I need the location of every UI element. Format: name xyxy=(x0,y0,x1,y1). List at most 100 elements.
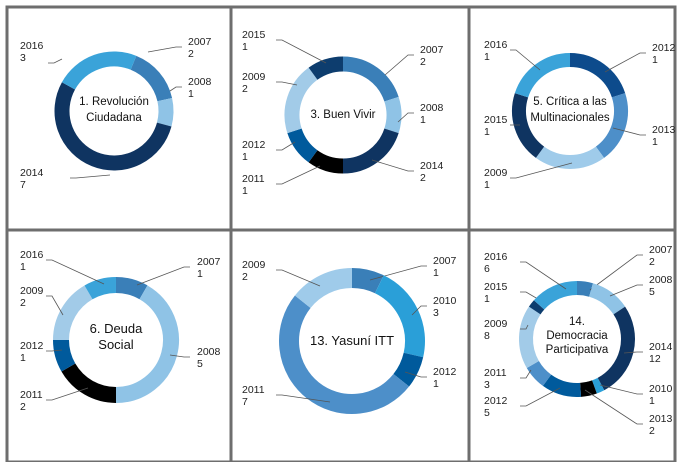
leader-line xyxy=(48,58,63,64)
donut-slice-2011 xyxy=(308,149,344,174)
donut-slice-2015 xyxy=(512,93,545,158)
slice-label-value: 5 xyxy=(649,286,655,298)
donut-slice-2016 xyxy=(61,51,137,90)
slice-label-value: 2 xyxy=(420,172,426,184)
donut-slice-2014 xyxy=(342,128,399,174)
leader-line xyxy=(46,259,105,285)
donut-slice-2009 xyxy=(294,268,353,309)
slice-label-value: 5 xyxy=(197,358,203,370)
leader-line xyxy=(584,389,643,425)
donut-slice-2009 xyxy=(535,146,605,169)
slice-label-value: 1 xyxy=(484,51,490,63)
chart-title: Participativa xyxy=(546,344,609,356)
slice-label-year: 2010 xyxy=(649,383,673,395)
slice-label-year: 2007 xyxy=(420,44,444,56)
slice-label-value: 2 xyxy=(242,83,248,95)
leader-line xyxy=(612,127,646,136)
slice-label-year: 2007 xyxy=(197,256,221,268)
donut-slice-2015 xyxy=(308,56,344,81)
leader-line xyxy=(520,261,567,290)
slice-label-value: 2 xyxy=(20,297,26,309)
slice-label-value: 2 xyxy=(649,256,655,268)
donut-slice-2013 xyxy=(595,93,628,158)
slice-label-value: 2 xyxy=(242,271,248,283)
leader-line xyxy=(147,46,182,53)
leader-line xyxy=(397,112,414,123)
slice-label-value: 5 xyxy=(484,407,490,419)
slice-label-value: 1 xyxy=(242,41,248,53)
slice-label-year: 2011 xyxy=(242,384,265,396)
donut-slice-2010 xyxy=(374,275,425,358)
slice-label-year: 2015 xyxy=(484,114,508,126)
leader-line xyxy=(510,162,573,179)
slice-label-year: 2015 xyxy=(484,281,508,293)
leader-line xyxy=(404,371,427,378)
slice-label-value: 1 xyxy=(649,395,655,407)
chart-panel-frame xyxy=(229,5,471,232)
slice-label-year: 2009 xyxy=(242,259,266,271)
donut-chart-6: 2007220085201412201012013220125201132009… xyxy=(484,244,673,437)
slice-label-year: 2014 xyxy=(420,160,444,172)
slice-label-value: 2 xyxy=(649,425,655,437)
slice-label-year: 2007 xyxy=(188,36,212,48)
slice-label-value: 1 xyxy=(197,268,203,280)
chart-panel-frame xyxy=(467,5,677,232)
slice-label-year: 2007 xyxy=(649,244,673,256)
slice-label-value: 1 xyxy=(433,267,439,279)
donut-slice-2008 xyxy=(588,283,626,315)
donut-slice-2013 xyxy=(579,380,597,397)
donut-slice-2012 xyxy=(393,352,424,387)
chart-title: 1. Revolución xyxy=(79,96,149,108)
donut-slice-2016 xyxy=(533,281,578,310)
donut-slice-2012 xyxy=(542,374,582,397)
leader-line xyxy=(623,351,643,354)
slice-label-value: 3 xyxy=(20,52,26,64)
slice-label-year: 2016 xyxy=(484,39,508,51)
slice-label-value: 1 xyxy=(420,114,426,126)
donut-slice-2012 xyxy=(569,53,626,98)
slice-label-year: 2012 xyxy=(652,42,676,54)
donut-slice-2007 xyxy=(342,56,399,102)
leader-line xyxy=(371,159,414,172)
slice-label-year: 2008 xyxy=(188,76,212,88)
leader-line xyxy=(169,86,182,92)
slice-label-value: 6 xyxy=(484,263,490,275)
slice-label-value: 1 xyxy=(433,378,439,390)
slice-label-value: 7 xyxy=(20,179,26,191)
leader-line xyxy=(411,305,427,316)
slice-label-year: 2012 xyxy=(20,340,44,352)
chart-title: Multinacionales xyxy=(530,112,610,124)
slice-label-year: 2011 xyxy=(20,389,43,401)
slice-label-year: 2016 xyxy=(20,249,44,261)
donut-slice-2016 xyxy=(84,277,117,300)
slice-label-value: 1 xyxy=(242,185,248,197)
donut-slice-2014 xyxy=(597,306,635,391)
leader-line xyxy=(276,394,331,403)
chart-title: 3. Buen Vivir xyxy=(311,109,376,121)
slice-label-value: 1 xyxy=(484,179,490,191)
donut-slice-2012 xyxy=(53,339,76,372)
chart-title: 6. Deuda xyxy=(90,321,144,336)
leader-line xyxy=(369,265,427,281)
slice-label-year: 2016 xyxy=(20,40,44,52)
donut-slice-2011 xyxy=(279,295,410,414)
donut-slice-2011 xyxy=(61,363,117,403)
slice-label-year: 2014 xyxy=(649,341,673,353)
slice-label-year: 2013 xyxy=(649,413,673,425)
donut-slice-2008 xyxy=(115,285,179,403)
slice-label-year: 2010 xyxy=(433,295,457,307)
leader-line xyxy=(276,141,296,151)
chart-panel-frame xyxy=(5,5,233,232)
slice-label-value: 1 xyxy=(20,352,26,364)
slice-label-year: 2011 xyxy=(242,173,265,185)
slice-label-year: 2009 xyxy=(484,318,508,330)
chart-title: Democracia xyxy=(546,330,608,342)
slice-label-value: 1 xyxy=(652,54,658,66)
slice-label-value: 2 xyxy=(20,401,26,413)
slice-label-value: 8 xyxy=(484,330,490,342)
leader-line xyxy=(510,49,541,71)
leader-line xyxy=(46,387,89,401)
